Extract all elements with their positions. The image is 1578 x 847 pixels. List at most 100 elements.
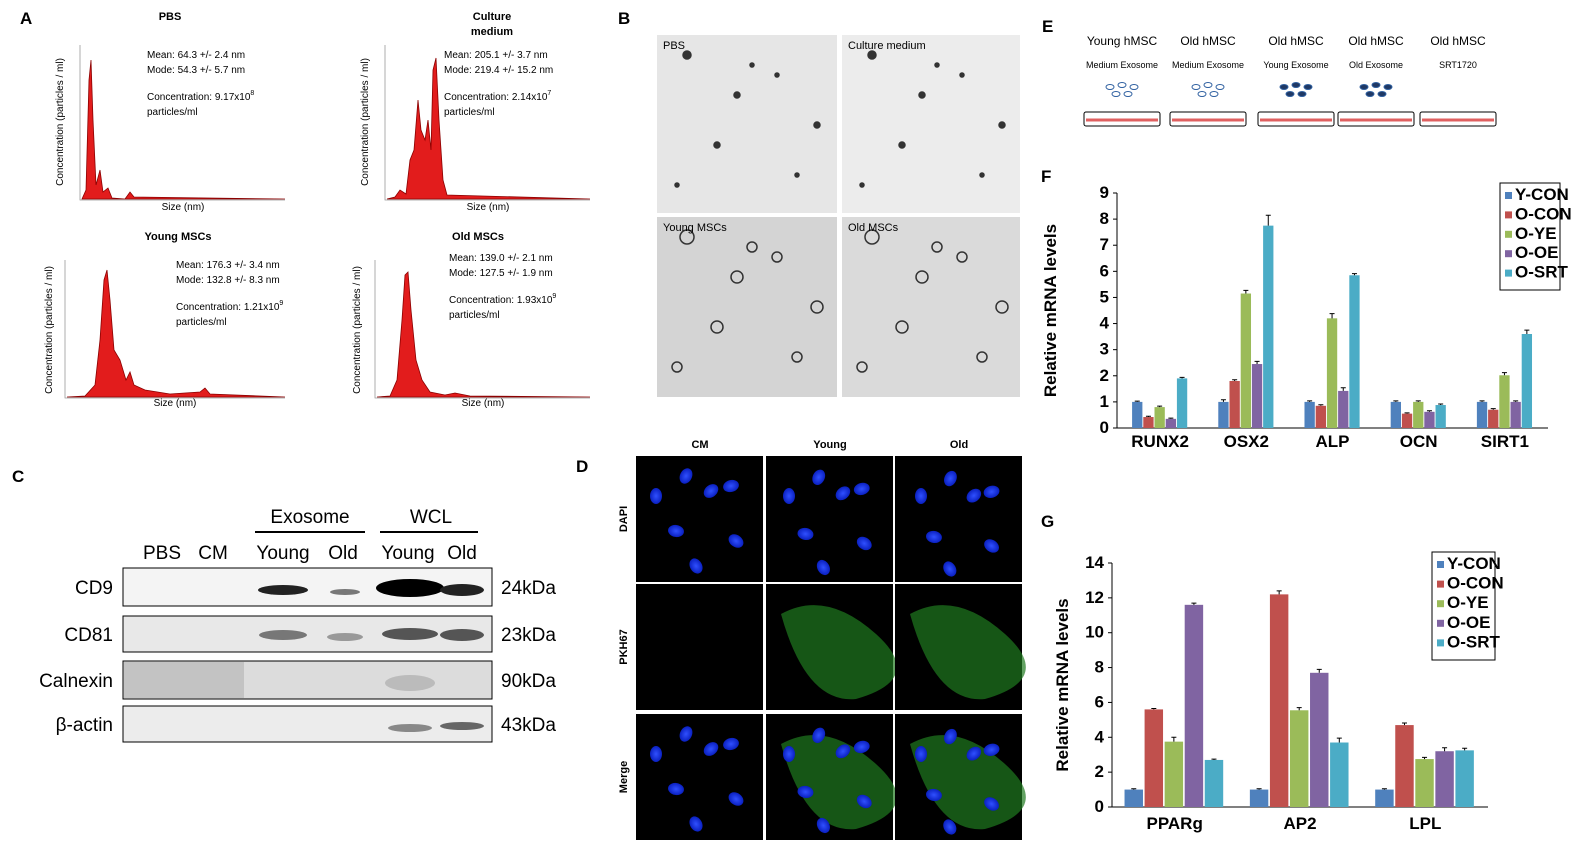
protein-label: β-actin bbox=[56, 715, 113, 736]
error-bar bbox=[1524, 329, 1530, 334]
particle bbox=[730, 270, 744, 284]
lane-label: CM bbox=[198, 543, 228, 564]
error-bar bbox=[1318, 404, 1324, 406]
legend-swatch bbox=[1505, 192, 1512, 199]
bar bbox=[1521, 334, 1533, 428]
nucleus bbox=[728, 534, 744, 548]
x-axis-label: Size (nm) bbox=[462, 398, 505, 409]
particle bbox=[710, 320, 724, 334]
nucleus bbox=[915, 488, 927, 504]
nucleus bbox=[835, 744, 851, 759]
pkh67-stain bbox=[781, 605, 897, 700]
particle bbox=[859, 182, 865, 188]
nucleus bbox=[783, 746, 795, 762]
nta-title: PBS bbox=[159, 11, 182, 23]
y-tick-label: 1 bbox=[1100, 392, 1109, 411]
panel-letter: G bbox=[1041, 512, 1054, 531]
bar bbox=[1304, 401, 1315, 428]
legend-label: O-SRT bbox=[1447, 632, 1501, 651]
legend-label: O-YE bbox=[1515, 224, 1557, 243]
bar bbox=[1424, 411, 1435, 428]
y-tick-label: 2 bbox=[1100, 366, 1109, 385]
nucleus bbox=[668, 524, 684, 538]
particle bbox=[856, 361, 868, 373]
nta-unit: particles/ml bbox=[449, 310, 500, 321]
particle bbox=[674, 182, 680, 188]
particle bbox=[810, 300, 824, 314]
error-bar bbox=[1381, 788, 1387, 790]
error-bar bbox=[1151, 708, 1157, 710]
error-bar bbox=[1171, 736, 1177, 742]
nucleus bbox=[679, 726, 693, 742]
nta-mode: Mode: 219.4 +/- 15.2 nm bbox=[444, 65, 553, 76]
exosome bbox=[1203, 82, 1213, 88]
nucleus bbox=[984, 539, 999, 553]
bar bbox=[1375, 789, 1394, 807]
error-bar bbox=[1329, 313, 1335, 319]
particle bbox=[959, 72, 965, 78]
error-bar bbox=[1422, 756, 1428, 760]
confocal-image bbox=[636, 584, 763, 710]
confocal-image bbox=[895, 456, 1022, 582]
x-tick-label: AP2 bbox=[1283, 814, 1316, 833]
y-tick-label: 7 bbox=[1100, 235, 1109, 254]
nta-title: Young MSCs bbox=[144, 231, 211, 243]
bar bbox=[1218, 401, 1229, 428]
particle bbox=[934, 62, 940, 68]
nta-mode: Mode: 54.3 +/- 5.7 nm bbox=[147, 65, 245, 76]
micrograph-label: Culture medium bbox=[848, 40, 926, 52]
legend-label: Y-CON bbox=[1515, 185, 1569, 204]
bar bbox=[1401, 413, 1413, 428]
exosome bbox=[1111, 91, 1121, 97]
y-tick-label: 2 bbox=[1095, 762, 1104, 781]
bar bbox=[1229, 381, 1240, 428]
error-bar bbox=[1401, 722, 1407, 726]
error-bar bbox=[1232, 379, 1238, 381]
y-tick-label: 14 bbox=[1085, 553, 1104, 572]
legend-swatch bbox=[1437, 639, 1444, 647]
y-tick-label: 4 bbox=[1095, 727, 1105, 746]
bar bbox=[1455, 750, 1474, 807]
lane-label: Old bbox=[328, 543, 358, 564]
exosome bbox=[1129, 84, 1139, 90]
column-label: Young bbox=[813, 439, 846, 451]
x-tick-label: ALP bbox=[1316, 432, 1350, 451]
nta-unit: particles/ml bbox=[176, 317, 227, 328]
exosome bbox=[1123, 91, 1133, 97]
error-bar bbox=[1442, 747, 1448, 752]
nucleus bbox=[689, 816, 703, 832]
treatment-label: Medium Exosome bbox=[1086, 60, 1158, 70]
particle bbox=[774, 72, 780, 78]
error-bar bbox=[1145, 415, 1151, 418]
x-tick-label: RUNX2 bbox=[1131, 432, 1189, 451]
concentration: Concentration: 2.14x10 bbox=[444, 92, 548, 103]
bar bbox=[1143, 417, 1154, 428]
bar bbox=[1165, 418, 1177, 428]
row-label: DAPI bbox=[618, 506, 630, 532]
exosome bbox=[1371, 82, 1381, 88]
legend-swatch bbox=[1437, 580, 1444, 588]
nucleus bbox=[926, 530, 942, 543]
y-tick-label: 5 bbox=[1100, 287, 1109, 306]
concentration: Concentration: 1.21x10 bbox=[176, 302, 280, 313]
bar bbox=[1263, 225, 1274, 428]
particle bbox=[979, 172, 985, 178]
error-bar bbox=[1513, 400, 1519, 402]
y-tick-label: 4 bbox=[1100, 314, 1110, 333]
exosome bbox=[1377, 91, 1387, 97]
bar bbox=[1349, 275, 1360, 428]
bar bbox=[1289, 710, 1309, 807]
error-bar bbox=[1336, 737, 1342, 743]
bar bbox=[1395, 725, 1414, 807]
y-tick-label: 12 bbox=[1085, 588, 1104, 607]
particle bbox=[733, 91, 741, 99]
x-tick-label: OSX2 bbox=[1224, 432, 1269, 451]
confocal-grid bbox=[636, 456, 1026, 840]
legend-swatch bbox=[1437, 600, 1444, 608]
error-bar bbox=[1393, 400, 1399, 402]
particle bbox=[956, 251, 968, 263]
bar bbox=[1164, 741, 1184, 807]
exosome bbox=[1383, 84, 1393, 90]
nucleus bbox=[816, 559, 830, 576]
error-bar bbox=[1415, 400, 1421, 402]
